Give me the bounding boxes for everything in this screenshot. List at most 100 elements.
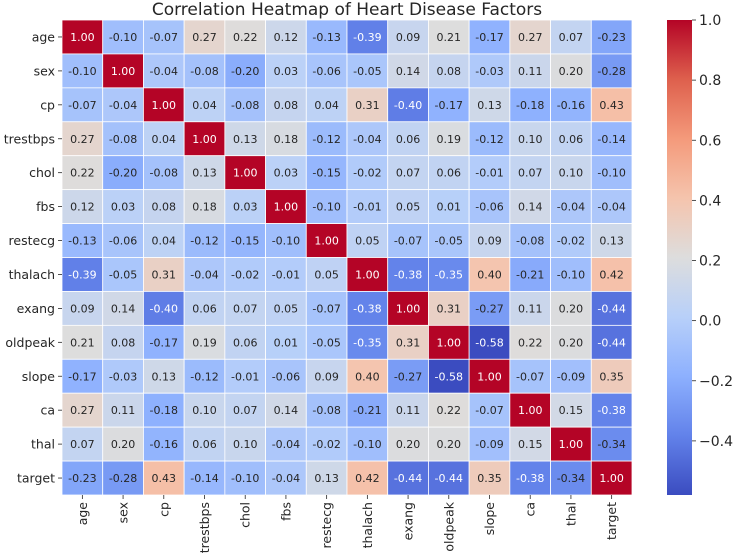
- cell-value-label: 0.18: [274, 133, 299, 146]
- cell-value-label: 0.05: [355, 235, 380, 248]
- cell-value-label: 0.15: [559, 404, 584, 417]
- cell-value-label: 0.09: [477, 235, 502, 248]
- cell-value-label: -0.20: [109, 167, 137, 180]
- cell-value-label: -0.14: [597, 133, 625, 146]
- cell-value-label: -0.28: [109, 472, 137, 485]
- cell-value-label: -0.39: [353, 31, 381, 44]
- heatmap-cell: [468, 155, 511, 191]
- cell-value-label: -0.38: [353, 302, 381, 315]
- cell-value-label: -0.20: [231, 65, 259, 78]
- cell-value-label: -0.04: [272, 472, 300, 485]
- heatmap-cell: [590, 426, 633, 462]
- heatmap-cell: [346, 53, 389, 89]
- heatmap-cell: [509, 324, 551, 360]
- heatmap-cell: [61, 291, 104, 326]
- heatmap-cell: [265, 426, 307, 462]
- cell-value-label: 0.42: [355, 472, 380, 485]
- heatmap-cell: [509, 392, 551, 428]
- heatmap-cell: [387, 257, 429, 292]
- heatmap-cell: [183, 358, 226, 394]
- heatmap-cell: [590, 19, 633, 55]
- cell-value-label: -0.18: [516, 99, 544, 112]
- cell-value-label: 0.19: [192, 336, 217, 349]
- cell-value-label: -0.40: [150, 302, 178, 315]
- cell-value-label: -0.10: [557, 268, 585, 281]
- cell-value-label: 1.00: [355, 268, 380, 281]
- cell-value-label: -0.02: [312, 438, 340, 451]
- cell-value-label: 0.06: [192, 302, 217, 315]
- cell-value-label: -0.08: [150, 167, 178, 180]
- cell-value-label: 0.35: [477, 472, 502, 485]
- heatmap-cell: [550, 155, 592, 191]
- cell-value-label: 0.21: [70, 336, 95, 349]
- cell-value-label: 0.07: [396, 167, 421, 180]
- heatmap-cell: [346, 19, 389, 55]
- y-tick-label: thal: [31, 437, 55, 452]
- heatmap-cell: [550, 392, 592, 428]
- cell-value-label: -0.21: [353, 404, 381, 417]
- cell-value-label: 1.00: [396, 302, 421, 315]
- cell-value-label: -0.44: [435, 472, 463, 485]
- heatmap-cell: [61, 223, 104, 258]
- cell-value-label: -0.03: [475, 65, 503, 78]
- heatmap-cell: [265, 324, 307, 360]
- cell-value-label: 1.00: [518, 404, 543, 417]
- colorbar-gradient: [667, 20, 692, 495]
- cell-value-label: -0.10: [68, 65, 96, 78]
- cell-value-label: 0.10: [518, 133, 543, 146]
- cell-value-label: 0.03: [274, 65, 299, 78]
- cell-value-label: -0.12: [190, 370, 218, 383]
- heatmap-cell: [590, 460, 633, 496]
- cell-value-label: 0.07: [233, 302, 258, 315]
- cell-value-label: 0.07: [559, 31, 584, 44]
- cell-value-label: 0.03: [274, 167, 299, 180]
- cell-value-label: 0.18: [192, 201, 217, 214]
- cell-value-label: -0.17: [435, 99, 463, 112]
- cell-value-label: 0.10: [559, 167, 584, 180]
- heatmap-cell: [183, 392, 226, 428]
- cell-value-label: -0.17: [68, 370, 96, 383]
- cell-value-label: 0.15: [518, 438, 543, 451]
- cell-value-label: 0.01: [274, 336, 299, 349]
- colorbar-tick-label: 0.4: [699, 193, 721, 209]
- cell-value-label: -0.09: [475, 438, 503, 451]
- cell-value-label: 1.00: [233, 167, 258, 180]
- heatmap-cell: [346, 291, 389, 326]
- cell-value-label: 0.09: [314, 370, 339, 383]
- cell-value-label: -0.34: [597, 438, 625, 451]
- heatmap-cell: [143, 392, 185, 428]
- heatmap-cell: [102, 324, 144, 360]
- heatmap-cell: [305, 19, 348, 55]
- cell-value-label: 0.11: [518, 302, 543, 315]
- cell-value-label: 0.22: [437, 404, 462, 417]
- cell-value-label: 0.20: [111, 438, 136, 451]
- heatmap-cell: [305, 189, 348, 224]
- heatmap-cell: [305, 291, 348, 326]
- cell-value-label: -0.23: [597, 31, 625, 44]
- cell-value-label: 1.00: [274, 201, 299, 214]
- cell-value-label: 0.31: [355, 99, 380, 112]
- heatmap-cell: [590, 324, 633, 360]
- chart-title: Correlation Heatmap of Heart Disease Fac…: [151, 0, 543, 20]
- cell-value-label: 0.19: [437, 133, 462, 146]
- colorbar-tick-label: 0.6: [699, 133, 721, 149]
- heatmap-cell: [550, 223, 592, 258]
- cell-value-label: -0.15: [312, 167, 340, 180]
- cell-value-label: 0.40: [355, 370, 380, 383]
- cell-value-label: 0.08: [111, 336, 136, 349]
- heatmap-cell: [183, 426, 226, 462]
- cell-value-label: -0.05: [435, 235, 463, 248]
- cell-value-label: 0.13: [477, 99, 502, 112]
- heatmap-cell: [550, 358, 592, 394]
- cell-value-label: -0.04: [190, 268, 218, 281]
- colorbar-tick-label: 0.2: [699, 254, 721, 270]
- heatmap-cell: [305, 324, 348, 360]
- heatmap-cell: [590, 87, 633, 123]
- cell-value-label: -0.08: [231, 99, 259, 112]
- cell-value-label: 0.22: [233, 31, 258, 44]
- heatmap-cell: [183, 291, 226, 326]
- heatmap-cell: [224, 426, 266, 462]
- cell-value-label: -0.04: [109, 99, 137, 112]
- heatmap-cell: [265, 189, 307, 224]
- heatmap-cell: [590, 121, 633, 157]
